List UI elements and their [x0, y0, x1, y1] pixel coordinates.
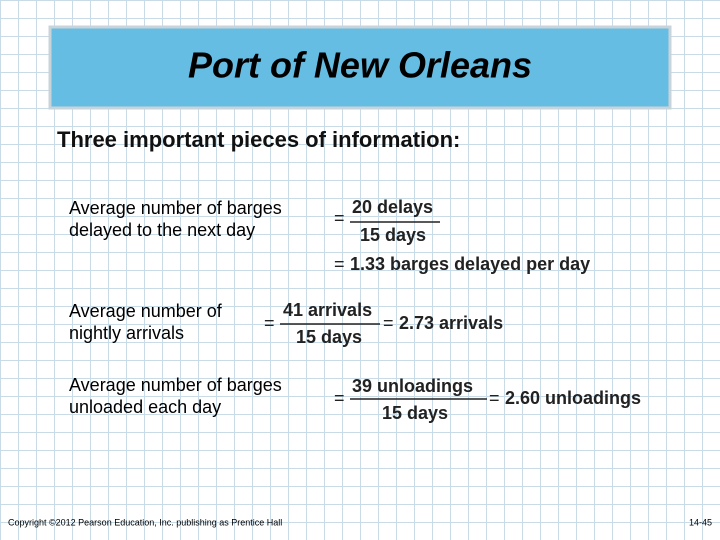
copyright: Copyright ©2012 Pearson Education, Inc. …	[8, 517, 282, 527]
numerator: 20 delays	[352, 197, 433, 217]
item-label: unloaded each day	[69, 397, 221, 417]
equals: =	[264, 313, 275, 333]
denominator: 15 days	[296, 327, 362, 347]
result: 1.33 barges delayed per day	[350, 254, 590, 274]
result: 2.60 unloadings	[505, 388, 641, 408]
numerator: 39 unloadings	[352, 376, 473, 396]
denominator: 15 days	[360, 225, 426, 245]
title: Port of New Orleans	[188, 45, 532, 86]
numerator: 41 arrivals	[283, 300, 372, 320]
subtitle: Three important pieces of information:	[57, 127, 460, 152]
equals: =	[334, 254, 345, 274]
equals: =	[334, 208, 345, 228]
item-label: Average number of barges	[69, 375, 282, 395]
equals: =	[489, 388, 500, 408]
equals: =	[334, 388, 345, 408]
result: 2.73 arrivals	[399, 313, 503, 333]
item-label: Average number of barges	[69, 198, 282, 218]
item-label: nightly arrivals	[69, 323, 184, 343]
page-number: 14-45	[689, 517, 712, 527]
denominator: 15 days	[382, 403, 448, 423]
item-label: delayed to the next day	[69, 220, 255, 240]
title-box	[48, 25, 672, 110]
item-label: Average number of	[69, 301, 223, 321]
equals: =	[383, 313, 394, 333]
